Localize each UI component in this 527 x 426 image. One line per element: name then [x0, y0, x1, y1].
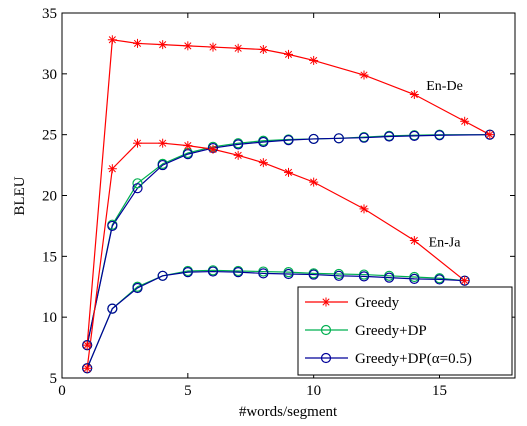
data-point-star: [82, 363, 92, 373]
data-point-star: [107, 164, 117, 174]
data-point-circle: [358, 132, 370, 143]
legend-label-greedy-dp: Greedy+DP: [355, 323, 427, 339]
data-point-star: [409, 90, 419, 100]
series-markers: [82, 35, 495, 374]
x-tick-label: 0: [58, 383, 66, 399]
data-point-circle: [233, 267, 244, 278]
legend-star-marker: [321, 297, 331, 307]
data-point-star: [233, 150, 243, 160]
data-point-circle: [384, 272, 395, 283]
data-point-star: [158, 138, 168, 148]
x-tick-label: 10: [306, 383, 321, 399]
legend-circle-marker-green: [320, 324, 332, 336]
data-point-star: [460, 116, 470, 126]
data-point-star: [233, 43, 243, 53]
data-point-circle: [409, 273, 420, 284]
data-point-star: [460, 276, 470, 286]
data-point-star: [133, 38, 142, 48]
data-point-star: [309, 177, 319, 187]
legend-label-greedy-dp-alpha: Greedy+DP(α=0.5): [355, 351, 472, 367]
y-axis-label: BLEU: [12, 176, 28, 215]
data-point-star: [133, 138, 142, 148]
series-line: [86, 134, 490, 346]
data-point-circle: [258, 136, 269, 148]
legend-star: [321, 297, 331, 307]
data-point-circle: [333, 270, 344, 281]
series-line: [86, 270, 465, 369]
data-point-circle: [283, 135, 294, 146]
legend-entry-greedy-dp-alpha: Greedy+DP(α=0.5): [305, 351, 472, 367]
y-tick-label: 35: [42, 6, 57, 22]
data-point-circle: [409, 130, 420, 141]
y-tick-label: 20: [42, 189, 57, 205]
data-point-circle: [434, 274, 445, 285]
data-point-circle: [107, 220, 118, 232]
y-tick-label: 25: [42, 128, 57, 144]
y-tick-label: 15: [42, 249, 57, 265]
data-point-star: [409, 236, 419, 246]
data-point-star: [183, 141, 193, 151]
data-point-circle: [182, 267, 193, 278]
legend-entry-greedy-dp: Greedy+DP: [305, 323, 427, 339]
data-point-star: [208, 144, 218, 154]
data-point-circle: [283, 268, 294, 280]
data-point-circle: [258, 268, 269, 279]
data-point-circle: [434, 130, 445, 141]
legend-entry-greedy: Greedy: [305, 295, 400, 311]
data-point-star: [258, 45, 268, 54]
data-point-circle: [384, 131, 395, 142]
y-tick-label: 5: [50, 371, 58, 387]
data-point-circle: [333, 133, 344, 144]
data-point-star: [359, 204, 369, 214]
legend-circle-marker-blue: [320, 352, 332, 364]
data-point-circle: [233, 139, 244, 150]
data-point-circle: [132, 178, 143, 189]
x-tick-label: 5: [184, 383, 192, 399]
data-point-star: [82, 340, 92, 350]
annotation-en-de: En-De: [426, 79, 463, 94]
data-point-star: [284, 167, 293, 177]
x-tick-label: 15: [432, 383, 447, 399]
data-point-circle: [358, 271, 370, 282]
data-point-star: [309, 55, 319, 65]
data-point-circle: [157, 159, 168, 171]
x-axis-label: #words/segment: [239, 404, 338, 420]
y-tick-label: 30: [42, 67, 57, 83]
data-point-star: [158, 40, 168, 50]
data-point-star: [208, 42, 218, 52]
data-point-circle: [308, 269, 319, 280]
data-point-circle: [132, 183, 143, 194]
y-tick-label: 10: [42, 310, 57, 326]
data-point-star: [485, 130, 495, 140]
data-point-star: [258, 158, 268, 168]
data-point-star: [183, 41, 193, 51]
data-point-circle: [107, 303, 118, 314]
data-point-circle: [132, 282, 143, 294]
data-point-star: [107, 35, 117, 45]
data-point-star: [359, 70, 369, 80]
series-line: [86, 134, 490, 346]
data-point-circle: [207, 266, 219, 277]
legend: Greedy Greedy+DP Greedy+DP(α=0.5): [297, 286, 513, 376]
legend-label-greedy: Greedy: [355, 295, 400, 311]
annotation-en-ja: En-Ja: [429, 236, 462, 251]
data-point-star: [284, 49, 293, 59]
data-point-circle: [157, 270, 168, 281]
data-point-circle: [308, 133, 319, 145]
